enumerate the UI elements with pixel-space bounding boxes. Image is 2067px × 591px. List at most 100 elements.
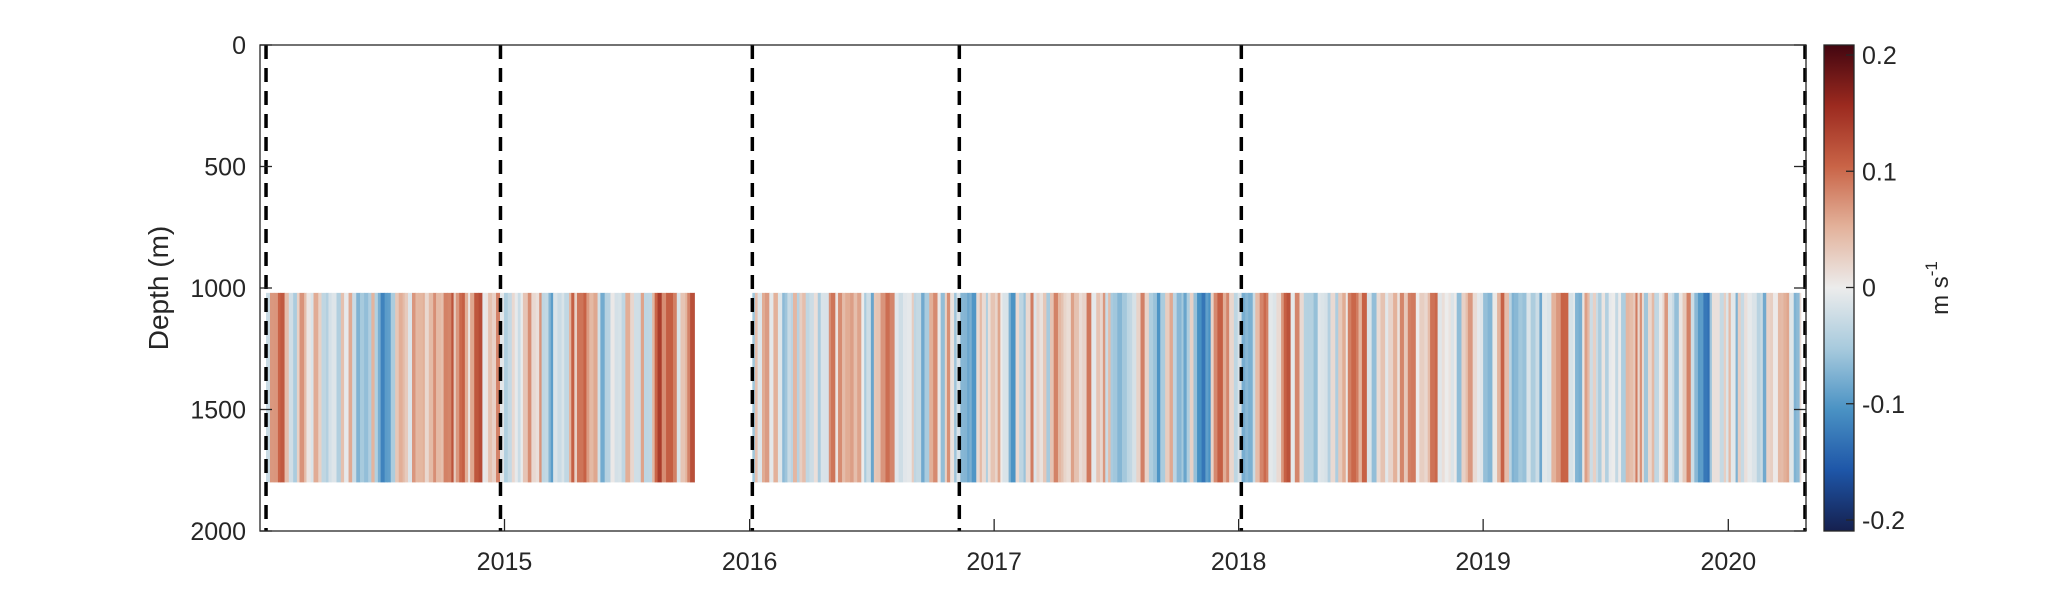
velocity-stripe — [443, 292, 449, 483]
velocity-stripe — [657, 292, 663, 483]
velocity-stripe — [752, 292, 756, 483]
velocity-stripe — [1658, 292, 1663, 483]
velocity-stripe — [504, 292, 509, 483]
velocity-stripe — [1102, 292, 1106, 483]
velocity-stripe — [824, 292, 830, 483]
velocity-stripe — [1625, 292, 1630, 483]
velocity-stripe — [1437, 292, 1443, 483]
velocity-stripe — [1403, 292, 1409, 483]
velocity-stripe — [492, 292, 497, 483]
velocity-stripe — [1719, 292, 1725, 483]
velocity-stripe — [325, 292, 329, 483]
velocity-stripe — [813, 292, 819, 483]
velocity-stripe — [517, 292, 521, 483]
velocity-stripe — [1434, 292, 1438, 483]
velocity-stripe — [1454, 292, 1458, 483]
velocity-stripe — [1539, 292, 1543, 483]
velocity-stripe — [1674, 292, 1680, 483]
velocity-stripe — [474, 292, 480, 483]
velocity-stripe — [654, 292, 658, 483]
velocity-stripe — [1144, 292, 1150, 483]
velocity-stripe — [451, 292, 454, 483]
svg-text:m s-1: m s-1 — [1922, 261, 1954, 315]
velocity-stripe — [1025, 292, 1031, 483]
velocity-stripe — [356, 292, 361, 483]
velocity-stripe — [1635, 292, 1638, 483]
velocity-stripe — [1201, 292, 1206, 483]
velocity-stripe — [1351, 292, 1357, 483]
velocity-stripe — [387, 292, 392, 483]
velocity-stripe — [553, 292, 558, 483]
velocity-stripe — [1361, 292, 1368, 483]
velocity-stripe — [1760, 292, 1764, 483]
velocity-stripe — [861, 292, 865, 483]
velocity-stripe — [496, 292, 501, 483]
velocity-stripe — [321, 292, 327, 483]
velocity-stripe — [1686, 292, 1692, 483]
velocity-stripe — [1643, 292, 1649, 483]
velocity-stripe — [273, 292, 279, 483]
velocity-stripe — [1740, 292, 1745, 483]
velocity-stripe — [395, 292, 400, 483]
velocity-stripe — [1654, 292, 1660, 483]
velocity-stripe — [1153, 292, 1158, 483]
velocity-stripe — [577, 292, 582, 483]
velocity-stripe — [1582, 292, 1585, 483]
velocity-stripe — [1737, 292, 1742, 483]
velocity-stripe — [1560, 292, 1565, 483]
velocity-stripe — [921, 292, 925, 483]
velocity-stripe — [976, 292, 981, 483]
velocity-stripe — [368, 292, 372, 483]
velocity-stripe — [459, 292, 463, 483]
velocity-stripe — [1132, 292, 1137, 483]
velocity-stripe — [1694, 292, 1699, 483]
velocity-stripe — [1039, 292, 1044, 483]
velocity-stripe — [621, 292, 626, 483]
velocity-stripe — [336, 292, 342, 483]
velocity-stripe — [670, 292, 674, 483]
velocity-stripe — [544, 292, 549, 483]
velocity-stripe — [1648, 292, 1653, 483]
velocity-stripe — [1450, 292, 1455, 483]
velocity-stripe — [1751, 292, 1758, 483]
velocity-stripe — [866, 292, 872, 483]
velocity-stripe — [306, 292, 312, 483]
velocity-stripe — [328, 292, 332, 483]
velocity-stripe — [1330, 292, 1336, 483]
velocity-stripe — [527, 292, 532, 483]
velocity-stripe — [1601, 292, 1606, 483]
velocity-stripe — [1480, 292, 1484, 483]
velocity-stripe — [1241, 292, 1246, 483]
velocity-stripe — [266, 292, 271, 483]
velocity-stripe — [1703, 292, 1708, 483]
velocity-stripe — [1245, 292, 1249, 483]
velocity-stripe — [971, 292, 977, 483]
velocity-stripe — [453, 292, 457, 483]
velocity-stripe — [1564, 292, 1569, 483]
velocity-stripe — [1799, 292, 1802, 483]
velocity-stripe — [1229, 292, 1235, 483]
velocity-stripe — [1465, 292, 1469, 483]
velocity-stripe — [944, 292, 948, 483]
colorbar-tick-label: -0.2 — [1862, 507, 1905, 535]
velocity-stripe — [1148, 292, 1154, 483]
velocity-stripe — [1709, 292, 1713, 483]
velocity-stripe — [488, 292, 493, 483]
velocity-stripe — [784, 292, 788, 483]
velocity-stripe — [364, 292, 369, 483]
velocity-stripe — [482, 292, 486, 483]
velocity-stripe — [916, 292, 922, 483]
velocity-stripe — [1181, 292, 1184, 483]
velocity-stripe — [1327, 292, 1331, 483]
velocity-stripe — [1263, 292, 1267, 483]
velocity-stripe — [1762, 292, 1767, 483]
velocity-stripe — [1317, 292, 1321, 483]
velocity-stripe — [1397, 292, 1401, 483]
velocity-stripe — [1237, 292, 1242, 483]
velocity-stripe — [1189, 292, 1194, 483]
velocity-stripe — [1057, 292, 1062, 483]
y-tick-label: 1500 — [190, 397, 246, 425]
velocity-stripe — [1066, 292, 1072, 483]
colorbar-label: m s-1 — [1922, 261, 1954, 315]
velocity-stripe — [371, 292, 375, 483]
